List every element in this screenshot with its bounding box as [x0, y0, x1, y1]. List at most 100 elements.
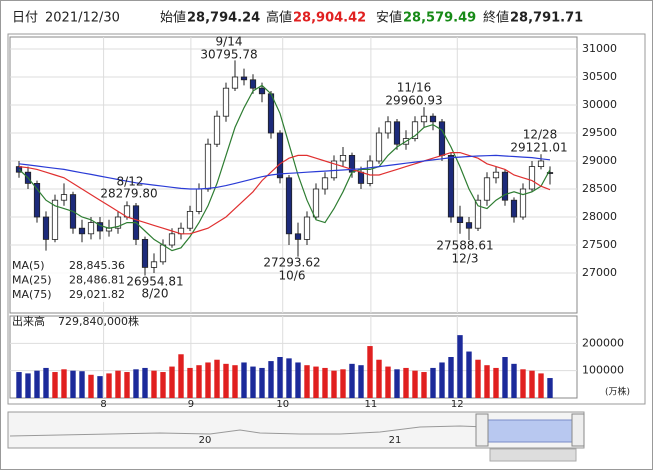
volume-bar [340, 369, 346, 398]
candle-body [222, 87, 230, 117]
candle-body [312, 188, 320, 218]
y-tick-label: 28500 [582, 182, 617, 195]
volume-bar [268, 361, 274, 398]
volume-bar [61, 369, 67, 398]
volume-bar [43, 367, 49, 398]
candle-body [375, 132, 383, 162]
volume-bar [295, 362, 301, 398]
navigator[interactable]: 20 21 [7, 411, 585, 462]
volume-bar [412, 370, 418, 398]
candle-body [267, 93, 275, 134]
volume-bar [529, 370, 535, 398]
volume-bar [493, 367, 499, 398]
legend-name: MA(25) [12, 274, 52, 287]
candle-body [42, 216, 50, 240]
navigator-window[interactable] [485, 419, 573, 443]
volume-bar [196, 365, 202, 398]
volume-bar [277, 357, 283, 398]
price-panel [9, 36, 578, 314]
volume-title: 出来高 [12, 314, 45, 328]
volume-bar [205, 362, 211, 398]
navigator-line [9, 425, 487, 437]
candle-body [294, 233, 302, 240]
volume-bar [484, 365, 490, 398]
y-tick-label: 29000 [582, 154, 617, 167]
volume-bar [385, 366, 391, 398]
volume-bar [214, 359, 220, 398]
volume-bar [367, 346, 373, 398]
ma-line [18, 152, 551, 235]
candle-body [285, 177, 293, 235]
high: 28,904.42 [293, 11, 366, 26]
candle-body [384, 121, 392, 134]
candle-body [141, 239, 149, 268]
candle-body [150, 261, 158, 268]
volume-bar [547, 378, 553, 398]
volume-bar [439, 362, 445, 398]
close: 28,791.71 [510, 11, 583, 26]
candle-body [276, 132, 284, 179]
volume-bar [223, 363, 229, 398]
candle-body [411, 121, 419, 139]
annotation-date: 10/6 [279, 269, 306, 283]
y-tick-label: 100000 [582, 364, 624, 377]
legend-value: 28,845.36 [69, 259, 125, 272]
open: 28,794.24 [187, 11, 260, 26]
annotation-date: 12/28 [523, 128, 558, 142]
candle-body [51, 199, 59, 240]
volume-bar [97, 376, 103, 398]
candle-body [357, 171, 365, 184]
navigator-handle-right[interactable] [571, 413, 585, 447]
y-tick-label: 31000 [582, 42, 617, 55]
candle-body [465, 222, 473, 229]
navigator-label: 20 [199, 435, 212, 446]
chart-frame [7, 33, 646, 405]
open-label: 始値 [160, 10, 186, 26]
x-tick-label: 8 [100, 399, 106, 410]
volume-bar [430, 367, 436, 398]
legend-value: 29,021.82 [69, 288, 125, 301]
annotation-price: 28279.80 [100, 187, 157, 201]
legend-value: 28,486.81 [69, 274, 125, 287]
volume-bar [160, 372, 166, 398]
annotation-date: 8/20 [142, 287, 169, 301]
volume-bar [124, 372, 130, 398]
candle-body [15, 166, 23, 173]
candle-body [483, 177, 491, 201]
candle-body [240, 76, 248, 81]
volume-bar [286, 358, 292, 398]
candle-body [438, 121, 446, 156]
legend-box [11, 258, 129, 302]
candle-body [249, 79, 257, 89]
candle-body [78, 227, 86, 235]
volume-bar [79, 371, 85, 398]
candle-body [195, 188, 203, 212]
navigator-scrollbar[interactable] [489, 448, 577, 462]
candle-body [528, 166, 536, 190]
candle-body [537, 160, 545, 167]
volume-bar [232, 365, 238, 398]
header: 日付 2021/12/30 始値 28,794.24 高値 28,904.42 … [12, 10, 583, 26]
high-label: 高値 [266, 10, 292, 26]
candle-body [330, 160, 338, 179]
volume-bar [322, 367, 328, 398]
volume-panel [9, 315, 578, 399]
volume-bar [421, 372, 427, 398]
candle-body [231, 76, 239, 89]
x-tick-label: 9 [188, 399, 194, 410]
candle-body [366, 160, 374, 184]
candle-body [393, 121, 401, 145]
y-tick-label: 30000 [582, 98, 617, 111]
y-tick-label: 29500 [582, 126, 617, 139]
volume-bar [403, 367, 409, 398]
volume-bar [376, 359, 382, 398]
candle-body [510, 199, 518, 218]
navigator-handle-left[interactable] [475, 413, 489, 447]
volume-bar [106, 373, 112, 398]
candle-body [321, 177, 329, 190]
volume-unit: (万株) [605, 386, 630, 398]
annotation-date: 8/12 [117, 175, 144, 189]
annotation-price: 29121.01 [510, 141, 567, 155]
candle-body [186, 211, 194, 229]
volume-bar [520, 369, 526, 398]
